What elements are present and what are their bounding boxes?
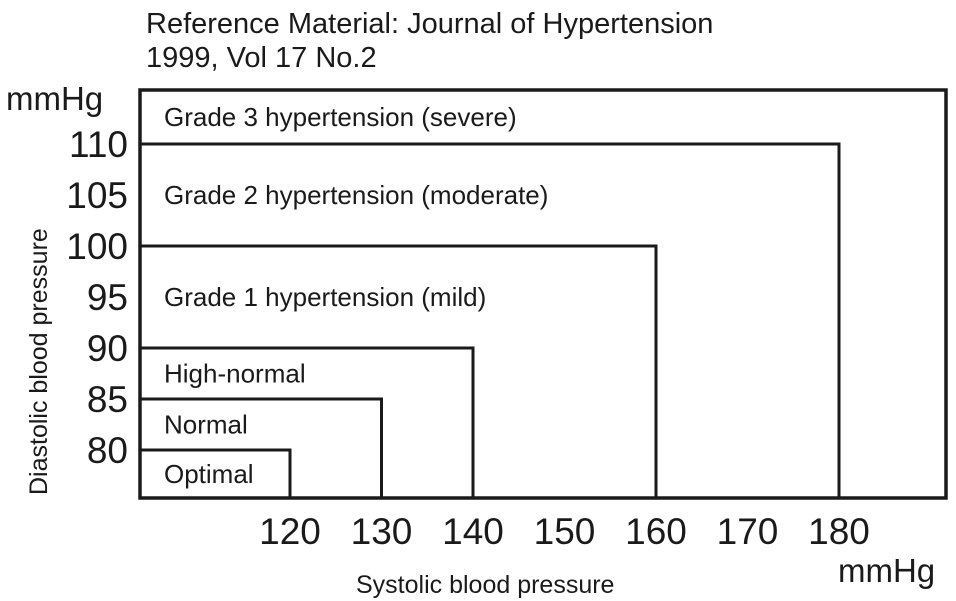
y-tick-label: 95 xyxy=(87,277,128,318)
zone-boundary-optimal xyxy=(140,448,292,498)
y-tick-label: 80 xyxy=(87,430,128,471)
reference-title: Reference Material: Journal of Hypertens… xyxy=(146,8,714,40)
y-unit-label: mmHg xyxy=(6,80,103,117)
x-tick-label: 170 xyxy=(717,511,779,552)
zone-boundary-grade-1-hypertension-mild xyxy=(140,244,658,498)
zone-label-high-normal: High-normal xyxy=(164,359,306,389)
zone-boundary-high-normal xyxy=(140,346,475,498)
y-tick-label: 90 xyxy=(87,328,128,369)
zone-label-grade-2-hypertension-moderate: Grade 2 hypertension (moderate) xyxy=(164,180,548,210)
x-tick-label: 180 xyxy=(808,511,870,552)
zone-label-grade-1-hypertension-mild: Grade 1 hypertension (mild) xyxy=(164,282,486,312)
x-tick-label: 150 xyxy=(534,511,596,552)
zone-label-normal: Normal xyxy=(164,410,248,440)
x-tick-label: 130 xyxy=(351,511,413,552)
x-tick-label: 160 xyxy=(625,511,687,552)
zone-label-optimal: Optimal xyxy=(164,459,254,489)
x-unit-label: mmHg xyxy=(838,552,935,589)
zone-boundary-normal xyxy=(140,397,383,498)
x-tick-label: 140 xyxy=(442,511,504,552)
y-tick-label: 85 xyxy=(87,379,128,420)
x-tick-label: 120 xyxy=(259,511,321,552)
chart-frame xyxy=(138,88,948,500)
y-tick-label: 100 xyxy=(66,226,128,267)
y-axis-label: Diastolic blood pressure xyxy=(25,228,53,495)
x-axis-label: Systolic blood pressure xyxy=(356,571,614,599)
y-tick-label: 110 xyxy=(69,124,128,165)
zone-label-grade-3-hypertension-severe: Grade 3 hypertension (severe) xyxy=(164,102,517,132)
reference-issue: 1999, Vol 17 No.2 xyxy=(146,42,377,74)
y-tick-label: 105 xyxy=(66,175,128,216)
zone-boundary-grade-2-hypertension-moderate xyxy=(140,142,841,498)
